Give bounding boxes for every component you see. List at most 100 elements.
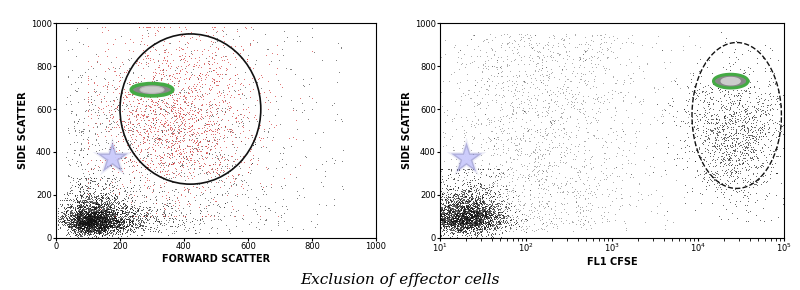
Point <box>124 142 137 147</box>
Point <box>64 212 77 217</box>
Point <box>73 220 86 225</box>
Point <box>740 151 753 155</box>
Point <box>500 194 513 199</box>
Point <box>478 204 490 209</box>
Point <box>199 73 212 78</box>
Point <box>188 174 201 178</box>
Point <box>75 229 88 233</box>
Point <box>751 56 764 61</box>
Point <box>647 114 660 119</box>
Point <box>454 226 466 231</box>
Point <box>214 72 226 77</box>
Point <box>158 92 170 96</box>
Point <box>153 162 166 166</box>
Point <box>698 175 710 180</box>
Point <box>445 224 458 229</box>
Point <box>691 102 704 106</box>
Point <box>101 215 114 220</box>
Point <box>434 217 446 221</box>
Point <box>194 180 206 185</box>
Point <box>518 80 530 84</box>
Point <box>207 162 220 166</box>
Point <box>766 80 779 85</box>
Point <box>83 230 96 234</box>
Point <box>210 171 223 176</box>
Point <box>95 219 108 224</box>
Point <box>506 213 518 218</box>
Point <box>117 94 130 99</box>
Point <box>138 93 150 98</box>
Point <box>693 90 706 95</box>
Point <box>756 127 769 132</box>
Point <box>442 196 454 201</box>
Point <box>434 233 446 238</box>
Point <box>96 223 109 228</box>
Point <box>109 215 122 220</box>
Point <box>446 231 458 235</box>
Point <box>88 212 101 217</box>
Point <box>450 126 462 131</box>
Point <box>470 215 483 220</box>
Point <box>55 216 68 220</box>
Point <box>434 215 446 220</box>
Point <box>68 88 81 93</box>
Point <box>708 152 721 157</box>
Point <box>68 139 81 144</box>
Point <box>98 219 111 224</box>
Point <box>461 43 474 47</box>
Point <box>750 163 762 168</box>
Point <box>588 74 601 79</box>
Point <box>205 147 218 152</box>
Point <box>455 200 468 205</box>
Point <box>71 226 84 230</box>
Point <box>579 195 592 200</box>
Point <box>195 153 208 158</box>
Point <box>222 59 234 64</box>
Point <box>95 222 108 226</box>
Point <box>194 208 206 213</box>
Point <box>485 211 498 216</box>
Point <box>120 206 133 211</box>
Point <box>471 212 484 216</box>
Point <box>101 212 114 217</box>
Point <box>470 206 483 211</box>
Point <box>498 32 511 37</box>
Point <box>104 115 117 119</box>
Point <box>111 227 124 232</box>
Point <box>85 215 98 220</box>
Point <box>502 204 515 209</box>
Point <box>456 192 469 197</box>
Point <box>454 212 466 217</box>
Point <box>210 111 223 115</box>
Point <box>77 217 90 221</box>
Point <box>474 216 486 220</box>
Point <box>542 163 555 168</box>
Point <box>566 70 578 75</box>
Point <box>75 224 88 228</box>
Point <box>476 193 489 197</box>
Point <box>189 197 202 202</box>
Point <box>70 217 83 221</box>
Point <box>434 228 446 233</box>
Point <box>490 227 502 232</box>
Point <box>452 193 465 197</box>
Point <box>119 137 132 141</box>
Point <box>117 221 130 226</box>
Point <box>96 218 109 223</box>
Point <box>491 201 504 205</box>
Point <box>491 208 504 213</box>
Point <box>78 69 91 74</box>
Point <box>94 195 107 199</box>
Point <box>90 151 103 155</box>
Point <box>453 219 466 224</box>
Point <box>779 171 792 175</box>
Point <box>118 235 130 240</box>
Point <box>710 144 723 149</box>
Point <box>486 234 498 238</box>
Point <box>263 148 276 153</box>
Point <box>131 128 144 132</box>
Point <box>111 219 124 224</box>
Point <box>196 156 209 161</box>
Point <box>724 132 737 137</box>
Point <box>127 204 140 209</box>
